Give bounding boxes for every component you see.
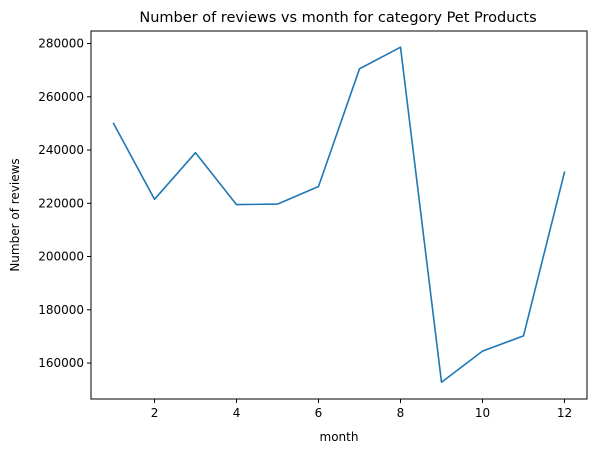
x-tick-label: 10	[475, 406, 490, 420]
y-tick-label: 200000	[38, 250, 84, 264]
x-tick-label: 6	[315, 406, 323, 420]
x-axis-label: month	[320, 430, 359, 444]
x-axis: 2 4 6 8 10 12	[151, 399, 572, 420]
y-tick-label: 280000	[38, 37, 84, 51]
y-tick-label: 220000	[38, 196, 84, 210]
plot-area-frame	[90, 30, 588, 400]
y-tick-label: 240000	[38, 143, 84, 157]
x-tick-label: 8	[397, 406, 405, 420]
x-tick-label: 4	[233, 406, 241, 420]
y-tick-label: 260000	[38, 90, 84, 104]
y-axis-label: Number of reviews	[8, 158, 22, 271]
x-tick-label: 12	[557, 406, 572, 420]
y-tick-label: 160000	[38, 356, 84, 370]
x-tick-label: 2	[151, 406, 159, 420]
y-tick-label: 180000	[38, 303, 84, 317]
series-line	[112, 46, 566, 383]
chart-title: Number of reviews vs month for category …	[139, 10, 536, 26]
y-axis: 160000 180000 200000 220000 240000 260000 2800…	[38, 37, 91, 370]
